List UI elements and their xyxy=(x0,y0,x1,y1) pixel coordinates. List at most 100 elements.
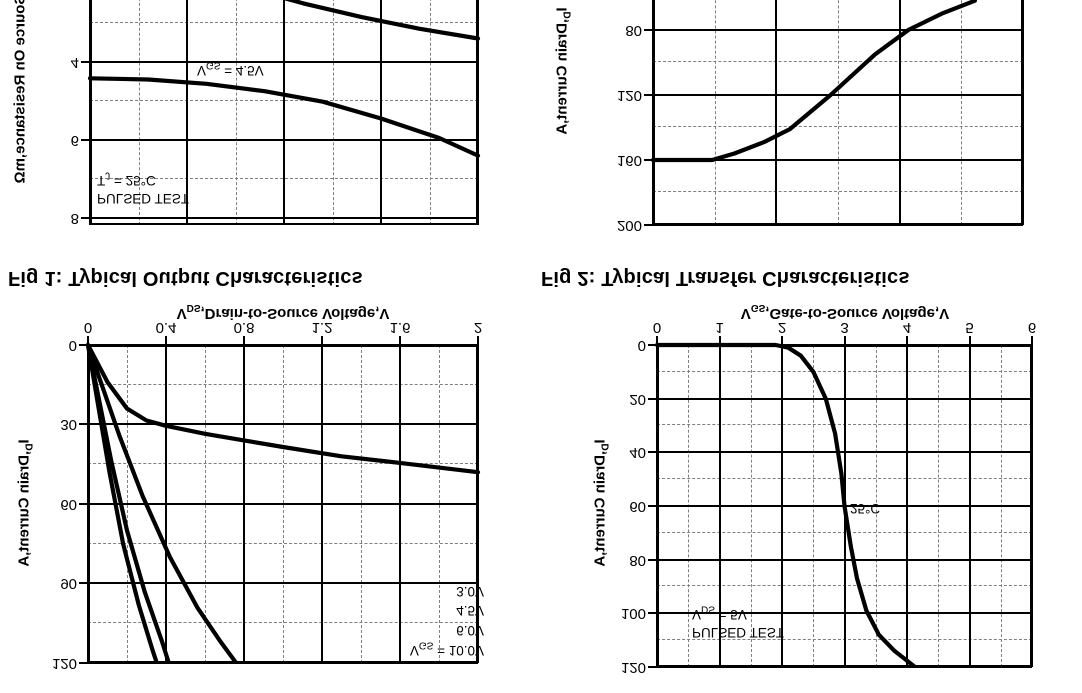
y-tick-label: 120 xyxy=(33,655,77,672)
text-fragment: 0.4 xyxy=(155,319,177,336)
text-fragment: 0 xyxy=(637,337,646,354)
y-tick-label: 60 xyxy=(33,496,77,513)
text-fragment: 6.0V xyxy=(456,623,484,638)
curve-25-c xyxy=(654,342,925,667)
y-tick-label: 80 xyxy=(602,552,646,569)
text-fragment: 0 xyxy=(652,319,662,336)
curves-fig4 xyxy=(650,0,977,163)
annotation: VDS = 5V xyxy=(692,603,747,623)
text-fragment: ,Drain Current,A xyxy=(553,18,571,135)
y-axis-title-fig3: Source On Resistance,mΩ xyxy=(12,0,29,183)
curves-fig3 xyxy=(87,0,481,158)
annotation: PULSED TEST xyxy=(692,624,784,641)
text-fragment: 1 xyxy=(715,319,724,336)
annotation: 3.0V xyxy=(456,583,484,600)
text-fragment: 120 xyxy=(616,87,642,104)
y-tick-label: 30 xyxy=(33,417,77,434)
text-fragment: 5 xyxy=(965,319,974,336)
y-axis-title-fig1: ID,Drain Current,A xyxy=(15,439,36,567)
curve-id-limit xyxy=(650,0,977,163)
y-axis-title-fig2: ID,Drain Current,A xyxy=(591,439,612,567)
text-fragment: ,Drain Current,A xyxy=(15,450,33,567)
text-fragment: DS xyxy=(186,302,201,313)
x-tick-label: 2 xyxy=(448,319,508,336)
curve-vgs-3.0v xyxy=(85,342,481,475)
text-fragment: V xyxy=(740,305,751,322)
curve-vgs-4.5v xyxy=(85,342,247,663)
text-fragment: 0 xyxy=(68,337,77,354)
text-fragment: 25°C xyxy=(850,501,881,516)
annotation: 25°C xyxy=(850,500,880,517)
x-tick-label: 0 xyxy=(58,319,118,336)
y-tick-label: 160 xyxy=(598,152,642,169)
annotation: VGS = 10.0V xyxy=(409,639,484,659)
text-fragment: DS xyxy=(701,603,715,615)
text-fragment: V xyxy=(197,63,207,78)
text-fragment: V xyxy=(176,305,187,322)
y-axis-title-fig4: ID,Drain Current,A xyxy=(553,7,574,135)
annotation: VGS = 4.5V xyxy=(197,59,264,79)
text-fragment: ,Drain-to-Source Voltage,V xyxy=(200,305,390,322)
text-fragment: 4.5V xyxy=(456,603,484,618)
y-tick-label: 20 xyxy=(602,391,646,408)
text-fragment: 30 xyxy=(60,416,77,434)
curve-vgs-6.0v xyxy=(85,342,176,663)
annotation: 4.5V xyxy=(456,602,484,619)
y-tick-label: 200 xyxy=(598,217,642,234)
curve-vgs-10v xyxy=(258,0,481,41)
text-fragment: 120 xyxy=(620,659,646,676)
x-tick-label: 6 xyxy=(1002,319,1062,336)
text-fragment: 200 xyxy=(616,217,642,234)
text-fragment: T xyxy=(97,173,106,188)
text-fragment: 120 xyxy=(51,655,77,672)
text-fragment: V xyxy=(409,643,419,658)
text-fragment: Fig 2: Typical Transfer Characteristics xyxy=(541,267,910,289)
text-fragment: 60 xyxy=(629,498,646,515)
y-tick-label: 8 xyxy=(35,210,79,227)
annotation: TJ = 25°C xyxy=(97,169,156,189)
curve-vgs-4.5v xyxy=(87,76,481,158)
y-tick-label: 80 xyxy=(598,22,642,39)
text-fragment: Source On Resistance,mΩ xyxy=(11,0,29,184)
y-tick-label: 4 xyxy=(35,54,79,71)
text-fragment: ,Gate-to-Source Voltage,V xyxy=(765,305,950,322)
text-fragment: = 5V xyxy=(714,607,747,622)
text-fragment: 1.6 xyxy=(389,319,411,336)
text-fragment: = 10.0V xyxy=(433,643,484,658)
y-tick-label: 120 xyxy=(598,87,642,104)
y-tick-label: 0 xyxy=(33,337,77,354)
text-fragment: 6 xyxy=(1027,319,1037,336)
text-fragment: PULSED TEST xyxy=(692,625,785,640)
text-fragment: PULSED TEST xyxy=(97,191,190,206)
text-fragment: 8 xyxy=(70,209,79,227)
curves-fig1 xyxy=(85,342,481,663)
y-tick-label: 90 xyxy=(33,576,77,593)
annotation: 6.0V xyxy=(456,622,484,639)
text-fragment: GS xyxy=(418,639,434,651)
text-fragment: 40 xyxy=(629,444,646,462)
text-fragment: Fig 1: Typical Output Characteristics xyxy=(8,267,363,289)
text-fragment: V xyxy=(692,607,702,622)
text-fragment: = 4.5V xyxy=(220,63,264,78)
text-fragment: 2 xyxy=(473,319,483,336)
y-tick-label: 60 xyxy=(602,498,646,515)
figure-caption-fig2: Fig 2: Typical Transfer Characteristics xyxy=(541,266,910,289)
x-axis-title-fig1: VDS,Drain-to-Source Voltage,V xyxy=(176,302,390,322)
curves-fig2 xyxy=(654,342,925,667)
x-tick-label: 0 xyxy=(627,319,687,336)
text-fragment: 3.0V xyxy=(456,584,484,599)
text-fragment: 20 xyxy=(629,390,646,408)
figure-caption-fig1: Fig 1: Typical Output Characteristics xyxy=(8,266,363,289)
text-fragment: GS xyxy=(206,59,221,71)
text-fragment: 80 xyxy=(629,551,646,569)
y-tick-label: 6 xyxy=(35,132,79,149)
text-fragment: 0 xyxy=(83,319,93,336)
text-fragment: GS xyxy=(750,302,766,313)
text-fragment: 100 xyxy=(620,605,646,623)
text-fragment: 6 xyxy=(70,131,79,149)
y-tick-label: 100 xyxy=(602,605,646,622)
text-fragment: 80 xyxy=(625,22,642,39)
text-fragment: ,Drain Current,A xyxy=(591,450,609,567)
